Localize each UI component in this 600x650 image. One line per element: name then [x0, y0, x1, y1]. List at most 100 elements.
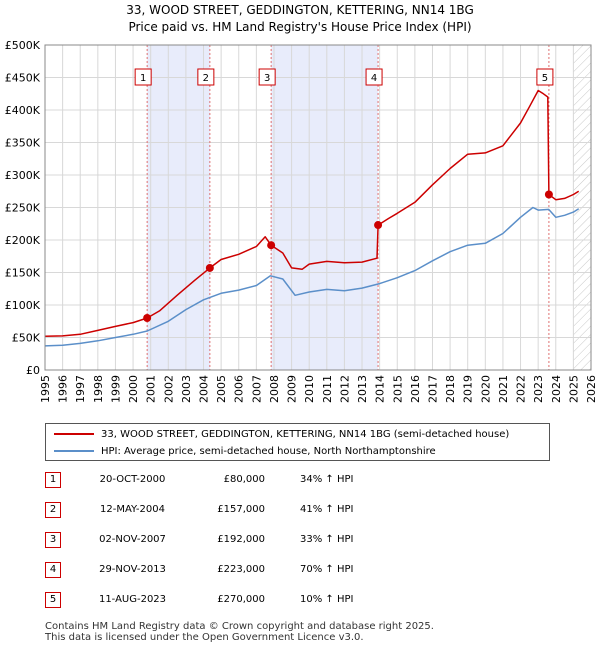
- x-tick-label: 2014: [374, 375, 387, 403]
- x-tick-label: 1995: [39, 375, 52, 403]
- sale-label-box: [258, 68, 276, 86]
- sale-label-box: [365, 68, 383, 86]
- sale-hpi-change: 34% ↑ HPI: [300, 474, 354, 485]
- sale-date: 29-NOV-2013: [99, 564, 166, 575]
- sale-price: £270,000: [217, 594, 265, 605]
- legend-item-hpi: HPI: Average price, semi-detached house,…: [54, 445, 436, 459]
- sale-number-badge: 4: [45, 562, 61, 578]
- y-tick-label: £150K: [5, 267, 41, 280]
- x-tick-label: 2018: [444, 375, 457, 403]
- price-chart: 1 2 3 4 5 £0 £50K £100K £150K £200K £250K £300K £350…: [5, 39, 598, 403]
- y-tick-label: £0: [26, 364, 40, 377]
- legend-label-property: 33, WOOD STREET, GEDDINGTON, KETTERING, …: [101, 429, 510, 440]
- x-tick-label: 2000: [127, 375, 140, 403]
- sale-row: 1 20-OCT-2000 £80,000 34% ↑ HPI: [45, 472, 445, 488]
- sale-label-text: 5: [542, 73, 548, 84]
- legend-item-property: 33, WOOD STREET, GEDDINGTON, KETTERING, …: [54, 428, 509, 442]
- x-tick-label: 2020: [479, 375, 492, 403]
- sale-number-badge: 1: [45, 472, 61, 488]
- x-tick-label: 1998: [92, 375, 105, 403]
- x-tick-label: 2011: [321, 375, 334, 403]
- x-tick-label: 2023: [532, 375, 545, 403]
- x-tick-label: 2004: [198, 375, 211, 403]
- sale-price: £223,000: [217, 564, 265, 575]
- sale-row: 3 02-NOV-2007 £192,000 33% ↑ HPI: [45, 532, 445, 548]
- x-tick-label: 2010: [303, 375, 316, 403]
- sale-row: 2 12-MAY-2004 £157,000 41% ↑ HPI: [45, 502, 445, 518]
- x-tick-label: 2019: [462, 375, 475, 403]
- sale-number-badge: 3: [45, 532, 61, 548]
- sale-point: [267, 241, 276, 250]
- chart-legend: 33, WOOD STREET, GEDDINGTON, KETTERING, …: [45, 423, 550, 461]
- x-tick-label: 2021: [497, 375, 510, 403]
- chart-title-line1: 33, WOOD STREET, GEDDINGTON, KETTERING, …: [126, 3, 474, 17]
- x-tick-label: 2001: [145, 375, 158, 403]
- y-tick-label: £200K: [5, 234, 41, 247]
- x-tick-label: 1999: [109, 375, 122, 403]
- y-tick-label: £300K: [5, 169, 41, 182]
- sale-label-text: 2: [203, 73, 209, 84]
- sale-hpi-change: 41% ↑ HPI: [300, 504, 354, 515]
- series-group: [45, 89, 580, 347]
- sale-price: £80,000: [223, 474, 265, 485]
- plot-frame: [44, 44, 592, 371]
- y-tick-label: £350K: [5, 137, 41, 150]
- sale-date: 11-AUG-2023: [98, 594, 167, 605]
- x-tick-label: 2006: [233, 375, 246, 403]
- x-tick-label: 2017: [426, 375, 439, 403]
- x-tick-label: 2025: [567, 375, 580, 403]
- y-tick-label: £450K: [5, 72, 41, 85]
- x-tick-label: 1996: [57, 375, 70, 403]
- x-tick-label: 2015: [391, 375, 404, 403]
- sale-number-badge: 5: [45, 592, 61, 608]
- x-tick-label: 2012: [338, 375, 351, 403]
- x-tick-label: 2024: [550, 375, 563, 403]
- sale-hpi-change: 10% ↑ HPI: [300, 594, 354, 605]
- y-tick-label: £50K: [12, 332, 41, 345]
- y-tick-label: £500K: [5, 39, 41, 52]
- sale-point: [544, 190, 553, 199]
- sale-price: £192,000: [217, 534, 265, 545]
- legend-swatch-property: [54, 433, 94, 435]
- footer-attribution: Contains HM Land Registry data © Crown c…: [45, 621, 434, 643]
- x-tick-label: 2013: [356, 375, 369, 403]
- x-tick-label: 2009: [286, 375, 299, 403]
- sale-point: [374, 221, 383, 230]
- x-tick-label: 2026: [585, 375, 598, 403]
- y-tick-label: £400K: [5, 104, 41, 117]
- sale-hpi-change: 70% ↑ HPI: [300, 564, 354, 575]
- sale-point: [205, 263, 214, 272]
- legend-swatch-hpi: [54, 450, 94, 452]
- y-tick-label: £250K: [5, 202, 41, 215]
- x-tick-label: 2002: [162, 375, 175, 403]
- x-tick-label: 1997: [74, 375, 87, 403]
- sale-date: 20-OCT-2000: [99, 474, 166, 485]
- sale-date: 02-NOV-2007: [99, 534, 166, 545]
- chart-title: 33, WOOD STREET, GEDDINGTON, KETTERING, …: [0, 2, 600, 36]
- x-tick-label: 2008: [268, 375, 281, 403]
- y-tick-label: £100K: [5, 299, 41, 312]
- sale-row: 5 11-AUG-2023 £270,000 10% ↑ HPI: [45, 592, 445, 608]
- footer-line2: This data is licensed under the Open Gov…: [45, 632, 364, 643]
- chart-subtitle: Price paid vs. HM Land Registry's House …: [128, 20, 472, 34]
- x-tick-label: 2016: [409, 375, 422, 403]
- sale-label-box: [536, 68, 554, 86]
- sale-label-text: 4: [371, 73, 377, 84]
- sale-date: 12-MAY-2004: [99, 504, 165, 515]
- hpi-line: [45, 206, 580, 347]
- sale-number-badge: 2: [45, 502, 61, 518]
- legend-label-hpi: HPI: Average price, semi-detached house,…: [101, 446, 436, 457]
- x-tick-label: 2007: [250, 375, 263, 403]
- x-tick-label: 2005: [215, 375, 228, 403]
- sale-price: £157,000: [217, 504, 265, 515]
- sale-point: [143, 314, 152, 322]
- property-price-line: [45, 89, 580, 337]
- sale-row: 4 29-NOV-2013 £223,000 70% ↑ HPI: [45, 562, 445, 578]
- sale-hpi-change: 33% ↑ HPI: [300, 534, 354, 545]
- footer-line1: Contains HM Land Registry data © Crown c…: [45, 621, 434, 632]
- sale-label-box: [197, 68, 215, 86]
- x-tick-label: 2003: [180, 375, 193, 403]
- sale-label-box: [134, 68, 152, 86]
- sale-label-text: 3: [264, 73, 270, 84]
- sale-label-text: 1: [140, 73, 146, 84]
